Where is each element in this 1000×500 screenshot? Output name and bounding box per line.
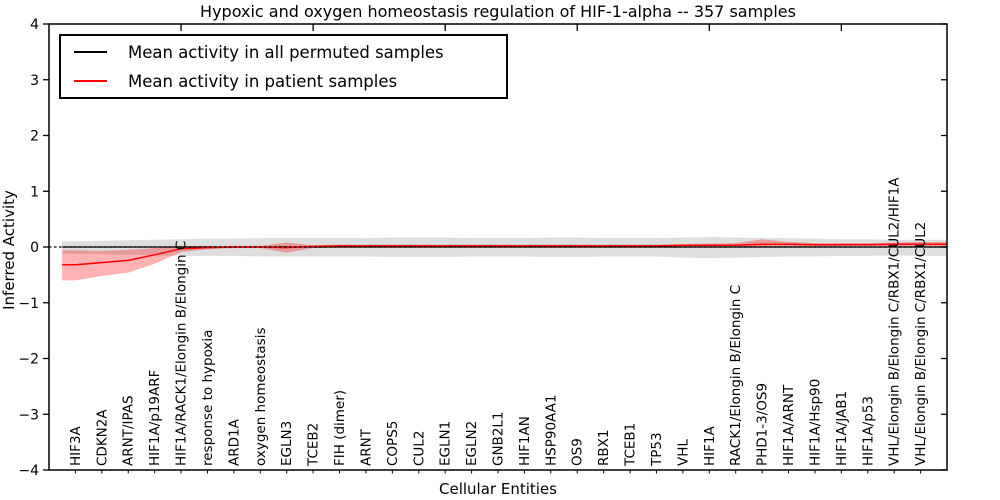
x-tick-label: CUL2 xyxy=(411,431,427,466)
legend-item-permuted: Mean activity in all permuted samples xyxy=(61,39,506,65)
y-tick-label: −3 xyxy=(18,407,39,423)
x-tick-label: HSP90AA1 xyxy=(543,395,559,466)
legend-item-patient: Mean activity in patient samples xyxy=(61,68,506,94)
y-tick-label: 3 xyxy=(30,73,39,89)
x-tick-label: ARNT/IPAS xyxy=(121,395,137,466)
x-tick-label: PHD1-3/OS9 xyxy=(755,383,771,466)
y-tick-label: 2 xyxy=(30,129,39,145)
x-tick-label: RBX1 xyxy=(596,430,612,466)
y-tick-label: 4 xyxy=(30,17,39,33)
series-lines xyxy=(62,243,947,266)
y-tick-label: −4 xyxy=(18,463,39,479)
x-tick-label: OS9 xyxy=(570,438,586,466)
legend: Mean activity in all permuted samples Me… xyxy=(59,34,508,99)
x-tick-label: VHL/Elongin B/Elongin C/RBX1/CUL2/HIF1A xyxy=(887,177,903,466)
x-tick-label: ARNT xyxy=(358,428,374,466)
x-tick-label: VHL/Elongin B/Elongin C/RBX1/CUL2 xyxy=(913,222,929,466)
x-tick-label: HIF1A/ARNT xyxy=(781,384,797,466)
x-tick-label: HIF1A/Hsp90 xyxy=(807,379,823,466)
x-tick-label: EGLN2 xyxy=(464,421,480,466)
x-tick-label: FIH (dimer) xyxy=(332,390,348,466)
chart-title: Hypoxic and oxygen homeostasis regulatio… xyxy=(200,2,796,21)
x-tick-label: EGLN3 xyxy=(279,421,295,466)
legend-label-patient: Mean activity in patient samples xyxy=(128,71,398,91)
y-axis-label: Inferred Activity xyxy=(0,190,18,310)
line-patient xyxy=(62,243,947,266)
x-tick-label: HIF1A/p19ARF xyxy=(147,370,163,466)
x-tick-label: CDKN2A xyxy=(94,409,110,466)
y-tick-label: −2 xyxy=(18,352,39,368)
x-tick-label: TCEB1 xyxy=(623,423,639,467)
x-tick-label: HIF1A xyxy=(702,426,718,466)
x-tick-label: HIF1AN xyxy=(517,416,533,466)
x-tick-label: HIF3A xyxy=(68,426,84,466)
x-tick-labels: HIF3A CDKN2A ARNT/IPAS HIF1A/p19ARF HIF1A/RA… xyxy=(68,177,929,467)
patient-line-swatch xyxy=(74,80,107,82)
x-axis-label: Cellular Entities xyxy=(439,480,557,498)
y-tick-label: 1 xyxy=(30,184,39,200)
axes xyxy=(43,23,948,474)
y-tick-label: 0 xyxy=(30,240,39,256)
x-tick-label: GNB2L1 xyxy=(491,411,507,466)
x-tick-label: EGLN1 xyxy=(438,421,454,466)
y-tick-labels: 4 3 2 1 0 −1 −2 −3 −4 xyxy=(18,17,39,479)
x-tick-label: TCEB2 xyxy=(306,423,322,467)
band-patient xyxy=(62,239,947,281)
x-tick-label: HIF1A/p53 xyxy=(860,396,876,466)
legend-label-permuted: Mean activity in all permuted samples xyxy=(128,42,444,62)
x-tick-label: RACK1/Elongin B/Elongin C xyxy=(728,285,744,466)
x-tick-label: response to hypoxia xyxy=(200,330,216,466)
permuted-line-swatch xyxy=(74,51,107,53)
x-tick-label: HIF1A/JAB1 xyxy=(834,391,850,466)
x-tick-label: VHL xyxy=(675,439,691,466)
x-tick-label: HIF1A/RACK1/Elongin B/Elongin C xyxy=(174,241,190,466)
y-tick-label: −1 xyxy=(18,296,39,312)
confidence-bands xyxy=(62,237,947,281)
x-tick-label: ARD1A xyxy=(226,418,242,466)
x-tick-label: oxygen homeostasis xyxy=(253,328,269,467)
x-tick-label: TP53 xyxy=(649,432,665,467)
x-tick-label: COPS5 xyxy=(385,421,401,466)
